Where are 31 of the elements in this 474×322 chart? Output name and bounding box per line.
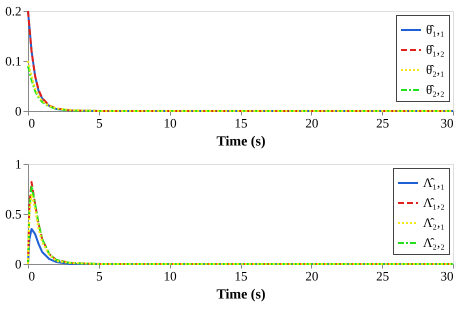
line-series <box>27 10 454 112</box>
y-tick-label: 0 <box>15 104 22 118</box>
legend-label: θ̂₁,₁ <box>426 22 445 37</box>
x-tick-label: 25 <box>376 268 390 284</box>
legend-label: θ̂₁,₂ <box>426 42 445 57</box>
x-tick-label: 5 <box>96 116 103 130</box>
legend-label: Λ̂₂,₂ <box>423 235 445 250</box>
x-tick-label: 15 <box>234 268 248 284</box>
x-tick-label: 0 <box>28 116 35 130</box>
y-tick-label: 0 <box>15 256 22 272</box>
x-tick-label: 0 <box>28 268 35 284</box>
x-tick-label: 15 <box>234 116 248 130</box>
x-tick-label: 20 <box>305 268 318 284</box>
legend-label: θ̂₂,₁ <box>426 62 445 77</box>
y-tick-label: 0.1 <box>5 54 22 68</box>
x-tick-label: 10 <box>164 116 177 130</box>
x-tick-label: 25 <box>376 116 390 130</box>
legend-label: θ̂₂,₂ <box>426 82 445 97</box>
x-tick-label: 5 <box>96 268 103 284</box>
x-tick-label: 10 <box>164 268 177 284</box>
y-tick-label: 0.2 <box>5 4 22 18</box>
x-tick-label: 20 <box>305 116 318 130</box>
legend-label: Λ̂₁,₁ <box>423 175 445 190</box>
x-tick-label: 30 <box>440 268 454 284</box>
legend-label: Λ̂₂,₁ <box>423 215 445 230</box>
x-axis-title: Time (s) <box>216 288 266 302</box>
y-tick-label: 1 <box>15 156 22 172</box>
x-axis-title: Time (s) <box>216 134 266 150</box>
x-tick-label: 30 <box>440 116 454 130</box>
y-tick-label: 0.5 <box>5 206 22 222</box>
legend-label: Λ̂₁,₂ <box>423 195 445 210</box>
